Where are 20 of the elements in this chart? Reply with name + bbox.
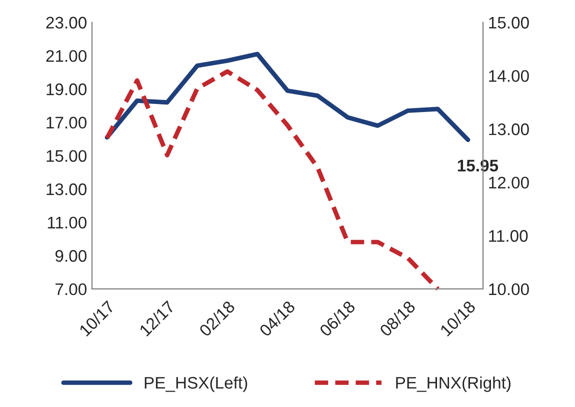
y-tick-label: 17.00 (46, 116, 86, 129)
y2-tick-label: 15.00 (489, 16, 529, 29)
y-tick-label: 9.00 (55, 250, 86, 262)
y-tick-label: 19.00 (46, 83, 86, 96)
y2-tick-label: 10.00 (489, 283, 529, 296)
legend-label: PE_HSX(Left) (144, 376, 248, 392)
y-tick-label: 11.00 (48, 216, 86, 229)
y2-tick-label: 12.00 (489, 176, 529, 189)
y2-tick-label: 13.00 (489, 123, 529, 136)
y2-tick-label: 11.00 (489, 230, 528, 242)
y-tick-label: 7.00 (56, 283, 86, 296)
legend-label: PE_HNX(Right) (396, 376, 510, 392)
y2-tick-label: 14.00 (489, 70, 529, 82)
y-tick-label: 13.00 (46, 183, 86, 196)
line-series (104, 69, 440, 292)
y-tick-label: 23.00 (46, 16, 86, 29)
y-tick-label: 21.00 (46, 50, 86, 62)
y-tick-label: 15.00 (46, 150, 86, 162)
line-series (104, 52, 470, 142)
data-label: 15.95 (458, 160, 498, 172)
